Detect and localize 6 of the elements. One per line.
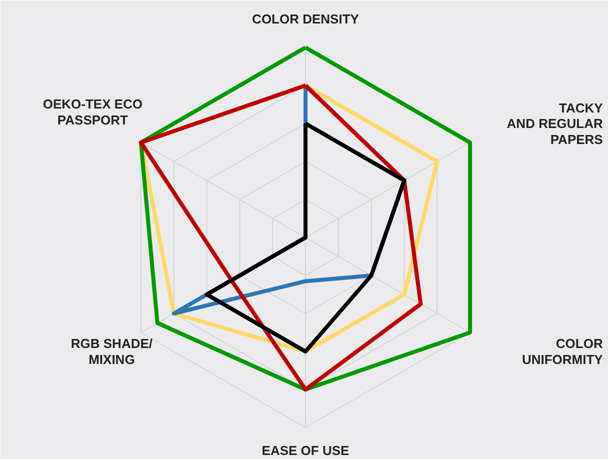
spoke-label: TACKY AND REGULAR PAPERS	[506, 100, 604, 147]
spoke-label: OEKO-TEX ECO PASSPORT	[42, 96, 143, 128]
spoke-label: EASE OF USE	[262, 442, 350, 458]
spoke-label: COLOR DENSITY	[252, 12, 360, 26]
spoke-label: RGB SHADE/ MIXING	[70, 336, 153, 367]
spoke-label: COLOR UNIFORMITY	[522, 336, 604, 367]
